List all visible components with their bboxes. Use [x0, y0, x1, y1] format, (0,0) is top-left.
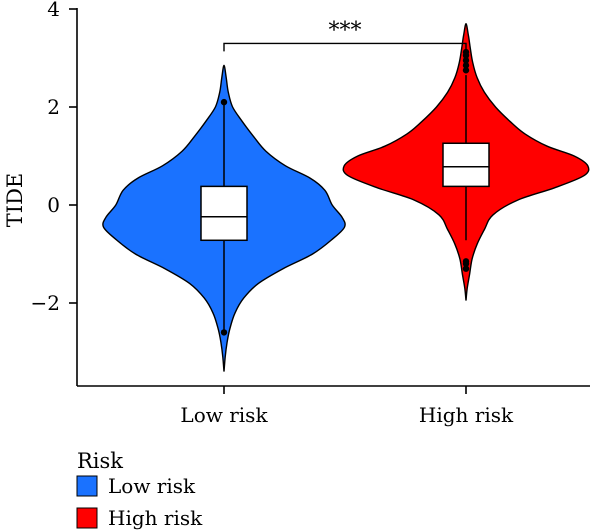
- y-tick-label: 4: [47, 0, 60, 21]
- legend-label: Low risk: [108, 474, 196, 498]
- violin-group: [342, 22, 590, 301]
- plot-area: ***: [102, 18, 590, 372]
- outlier-point: [462, 265, 470, 272]
- axes: TIDE 4 2 0 −2 Low risk High risk: [3, 0, 590, 427]
- legend: Risk Low risk High risk: [76, 449, 203, 530]
- significance-label: ***: [329, 18, 362, 43]
- legend-label: High risk: [108, 506, 203, 530]
- legend-swatch: [76, 475, 98, 497]
- outlier-point: [220, 98, 228, 106]
- legend-swatch: [76, 507, 98, 529]
- y-tick-label: −2: [31, 291, 60, 315]
- significance-bracket: [223, 42, 467, 52]
- violin-group: [102, 64, 346, 372]
- box-iqr: [200, 185, 248, 242]
- y-axis-title: TIDE: [3, 173, 27, 227]
- legend-title: Risk: [77, 449, 123, 473]
- outlier-point: [462, 62, 470, 69]
- x-tick-label: Low risk: [180, 403, 268, 427]
- outlier-point: [462, 260, 470, 267]
- outlier-point: [462, 57, 470, 64]
- y-tick-label: 2: [47, 95, 60, 119]
- outlier-point: [462, 48, 470, 56]
- box-iqr: [442, 142, 490, 188]
- x-tick-label: High risk: [419, 403, 514, 427]
- outlier-point: [220, 329, 228, 336]
- y-tick-label: 0: [47, 193, 60, 217]
- outlier-point: [462, 67, 470, 74]
